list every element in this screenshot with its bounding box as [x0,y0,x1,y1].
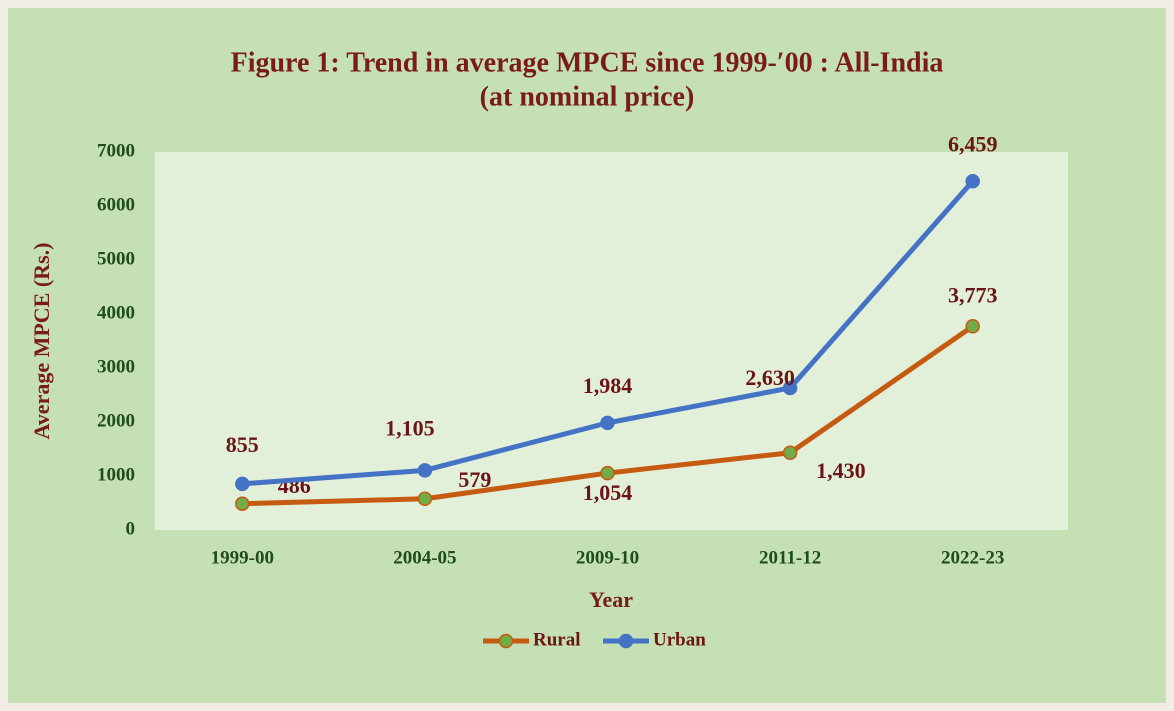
y-tick-label: 0 [126,518,136,539]
y-axis-label: Average MPCE (Rs.) [29,243,54,440]
x-tick-label: 2011-12 [759,547,821,568]
data-label: 855 [226,432,259,457]
legend-marker [618,633,634,649]
data-label: 6,459 [948,131,998,156]
x-tick-label: 2004-05 [393,547,456,568]
data-label: 3,773 [948,282,998,307]
x-tick-label: 2009-10 [576,547,639,568]
data-label: 1,054 [583,480,633,505]
x-tick-label: 1999-00 [211,547,274,568]
chart-title: Figure 1: Trend in average MPCE since 19… [231,47,944,78]
y-tick-label: 5000 [97,248,135,269]
data-point [600,465,615,481]
y-tick-label: 6000 [97,194,135,215]
plot-area [155,152,1068,530]
chart-title: (at nominal price) [480,81,695,112]
data-label: 1,430 [816,458,866,483]
legend-marker [498,633,514,649]
x-axis-label: Year [589,587,633,612]
x-tick-label: 2022-23 [941,547,1004,568]
data-point [417,491,433,506]
y-tick-label: 4000 [97,302,135,323]
y-tick-label: 2000 [97,410,135,431]
data-label: 486 [278,473,311,498]
data-label: 1,105 [385,415,435,440]
data-point [965,173,980,189]
data-point [235,476,250,492]
data-label: 579 [458,467,491,492]
y-tick-label: 7000 [97,140,135,161]
data-point [965,319,980,334]
data-point [235,496,250,512]
data-point [782,445,798,461]
data-label: 2,630 [745,365,795,390]
data-point [600,415,615,431]
y-tick-label: 3000 [97,356,135,377]
y-tick-label: 1000 [97,464,135,485]
data-point [417,463,433,478]
legend-label: Urban [653,629,706,650]
data-label: 1,984 [583,373,633,398]
legend-label: Rural [533,629,581,650]
data-point [782,380,798,396]
